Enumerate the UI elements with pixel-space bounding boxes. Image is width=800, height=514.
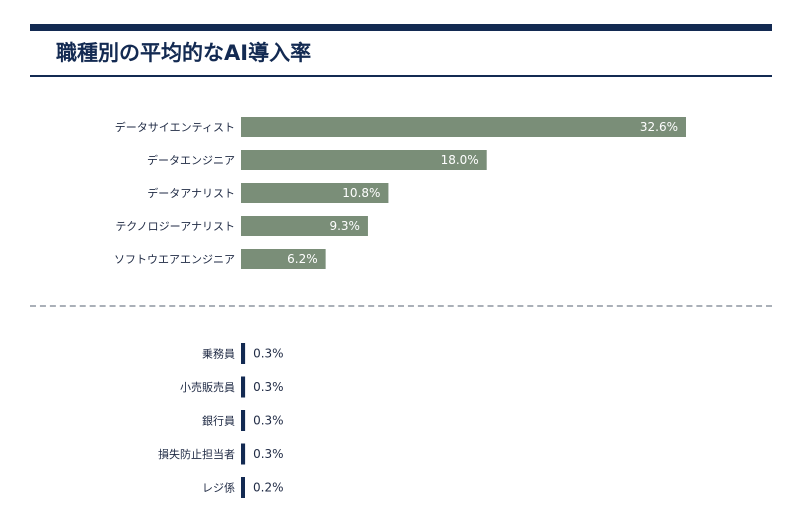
data-label: 0.3% bbox=[253, 380, 284, 394]
bar bbox=[241, 343, 246, 364]
chart-divider bbox=[30, 305, 772, 307]
bar bbox=[241, 477, 245, 498]
bar bbox=[241, 410, 246, 431]
title-underline bbox=[30, 75, 772, 77]
data-label: 0.2% bbox=[253, 481, 284, 495]
data-label: 0.3% bbox=[253, 414, 284, 428]
category-label: データエンジニア bbox=[147, 153, 235, 167]
data-label: 9.3% bbox=[329, 219, 360, 233]
data-label: 18.0% bbox=[441, 153, 479, 167]
category-label: データアナリスト bbox=[147, 186, 235, 200]
data-label: 32.6% bbox=[640, 120, 678, 134]
category-label: レジ係 bbox=[202, 482, 235, 495]
bar bbox=[241, 376, 246, 398]
bar bbox=[241, 216, 368, 236]
bar bbox=[241, 183, 389, 203]
data-label: 6.2% bbox=[287, 252, 318, 266]
top-bar-chart: データサイエンティスト 32.6% データエンジニア 18.0% データアナリスト 10.… bbox=[114, 117, 686, 269]
bar bbox=[241, 443, 246, 465]
category-label: テクノロジーアナリスト bbox=[115, 220, 235, 233]
data-label: 10.8% bbox=[342, 186, 380, 200]
category-label: データサイエンティスト bbox=[115, 120, 235, 134]
category-label: 乗務員 bbox=[202, 347, 235, 361]
page-title: 職種別の平均的なAI導入率 bbox=[56, 41, 312, 65]
category-label: 小売販売員 bbox=[180, 381, 235, 394]
data-label: 0.3% bbox=[253, 347, 284, 361]
category-label: 銀行員 bbox=[202, 414, 235, 428]
category-label: 損失防止担当者 bbox=[158, 447, 235, 461]
bar bbox=[241, 249, 326, 269]
category-label: ソフトウエアエンジニア bbox=[114, 253, 235, 266]
header-top-bar bbox=[30, 24, 772, 31]
data-label: 0.3% bbox=[253, 447, 284, 461]
bar bbox=[241, 117, 686, 137]
bar bbox=[241, 150, 487, 170]
